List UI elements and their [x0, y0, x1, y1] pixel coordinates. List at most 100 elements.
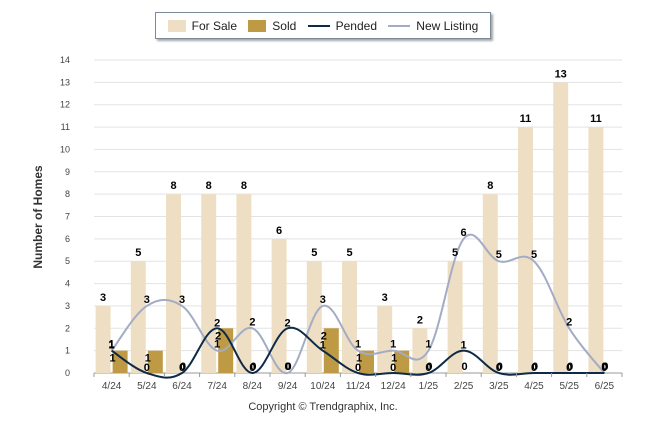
y-tick-label: 13: [60, 77, 70, 87]
sold-label: 1: [145, 353, 151, 365]
pended-label: 0: [179, 362, 185, 374]
x-tick-label: 3/25: [489, 381, 509, 392]
pended-swatch: [307, 24, 330, 27]
for-sale-label: 8: [170, 180, 176, 192]
for-sale-label: 3: [382, 292, 388, 304]
x-tick-label: 1/25: [419, 381, 439, 392]
x-tick-label: 6/25: [595, 381, 615, 392]
x-tick-label: 5/25: [559, 381, 579, 392]
for-sale-bar: [201, 194, 217, 373]
y-tick-label: 6: [65, 234, 70, 244]
grid: [94, 59, 622, 374]
sold-label: 0: [426, 361, 432, 373]
for-sale-bar: [130, 261, 146, 373]
sold-label: 0: [567, 361, 573, 373]
y-tick-label: 11: [61, 122, 70, 132]
y-tick-label: 14: [60, 55, 70, 65]
x-tick-label: 7/24: [207, 381, 227, 392]
legend-item-for-sale[interactable]: For Sale: [167, 18, 237, 33]
sold-label: 0: [602, 361, 608, 373]
x-tick-label: 12/24: [381, 381, 406, 392]
for-sale-label: 6: [276, 225, 282, 237]
sold-label: 2: [321, 330, 327, 342]
pended-label: 0: [355, 362, 361, 374]
new-listing-label: 2: [566, 316, 572, 328]
for-sale-bar: [166, 194, 181, 373]
sold-label: 0: [180, 361, 186, 373]
y-tick-label: 8: [65, 189, 70, 199]
x-tick-label: 9/24: [278, 381, 298, 392]
for-sale-label: 5: [452, 247, 458, 259]
sold-label: 1: [391, 353, 397, 365]
pended-label: 0: [496, 362, 502, 374]
y-tick-label: 10: [60, 144, 70, 154]
new-listing-label: 3: [179, 294, 185, 306]
pended-label: 1: [109, 340, 115, 352]
y-tick-label: 12: [60, 100, 70, 110]
y-tick-label: 7: [65, 212, 70, 222]
pended-label: 0: [425, 362, 431, 374]
sold-swatch: [248, 19, 267, 32]
pended-label: 0: [531, 362, 537, 374]
y-tick-label: 3: [65, 301, 70, 311]
x-tick-label: 8/24: [243, 381, 263, 392]
pended-label: 0: [144, 362, 150, 374]
sold-label: 0: [286, 361, 292, 373]
bars: [95, 82, 604, 373]
x-tick-label: 6/24: [172, 381, 192, 392]
new-listing-label: 1: [425, 339, 431, 351]
for-sale-bar: [236, 194, 252, 373]
sold-label: 0: [250, 361, 256, 373]
for-sale-label: 3: [100, 292, 106, 304]
copyright-footer: Copyright © Trendgraphix, Inc.: [248, 401, 398, 413]
sold-label: 1: [356, 353, 362, 365]
pended-line: [111, 326, 605, 379]
legend-label-sold: Sold: [272, 18, 297, 33]
legend: For Sale Sold Pended New Listing: [155, 12, 491, 39]
pended-label: 0: [601, 362, 607, 374]
new-listing-label: 0: [601, 361, 607, 373]
legend-label-pended: Pended: [335, 18, 377, 33]
y-tick-label: 0: [65, 368, 70, 378]
for-sale-label: 5: [346, 247, 352, 259]
for-sale-bar: [95, 305, 111, 373]
legend-label-for-sale: For Sale: [191, 18, 237, 33]
legend-label-new-listing: New Listing: [416, 18, 479, 33]
for-sale-bar: [447, 261, 463, 373]
for-sale-bar: [588, 127, 604, 373]
legend-item-pended[interactable]: Pended: [307, 18, 377, 33]
legend-item-sold[interactable]: Sold: [248, 19, 296, 33]
sold-label: 1: [110, 353, 116, 365]
new-listing-label: 2: [249, 316, 255, 328]
new-listing-label: 1: [214, 339, 220, 351]
pended-label: 1: [320, 340, 326, 352]
for-sale-bar: [482, 194, 498, 373]
new-listing-label: 5: [496, 249, 502, 261]
y-tick-label: 9: [65, 167, 70, 177]
new-listing-label: 3: [144, 294, 150, 306]
for-sale-label: 8: [241, 180, 247, 192]
for-sale-bar: [271, 238, 287, 373]
for-sale-label: 11: [590, 113, 602, 125]
x-tick-label: 5/24: [137, 381, 157, 392]
new-listing-label: 1: [390, 339, 396, 351]
for-sale-bar: [518, 127, 533, 373]
x-tick-label: 11/24: [346, 381, 371, 392]
legend-item-new-listing[interactable]: New Listing: [388, 19, 478, 33]
pended-label: 0: [566, 362, 572, 374]
for-sale-bar: [342, 261, 357, 373]
x-tick-labels: 4/24 5/24 6/24 7/24 8/24 9/24 10/24 11/24 12/24 1…: [93, 373, 623, 392]
sold-bar: [323, 328, 339, 373]
sold-label: 2: [215, 330, 221, 342]
new-listing-line: [110, 233, 606, 375]
new-listing-swatch: [388, 24, 411, 27]
new-listing-label: 3: [320, 294, 326, 306]
pended-label: 0: [249, 362, 255, 374]
x-tick-label: 10/24: [310, 381, 335, 392]
x-tick-label: 4/25: [524, 381, 544, 392]
for-sale-label: 8: [487, 180, 493, 192]
for-sale-swatch: [167, 19, 186, 32]
lines: [110, 233, 606, 379]
